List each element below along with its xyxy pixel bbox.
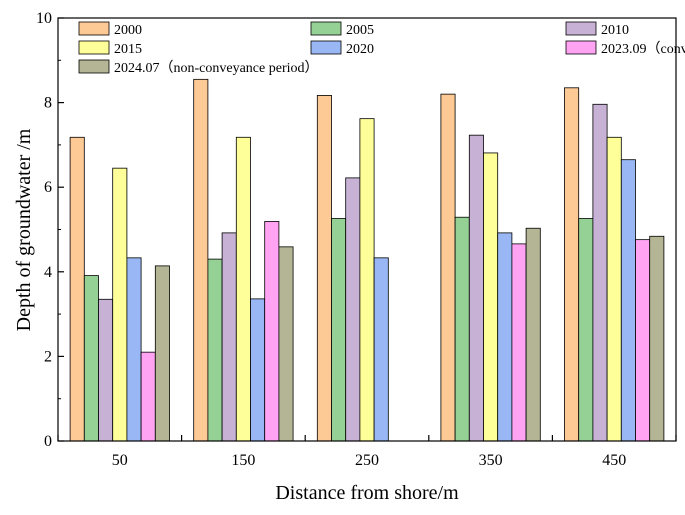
legend-swatch-2010 [565,21,597,36]
bar-2010-450 [592,103,608,442]
y-tick-label-6: 6 [44,179,52,196]
bar-2000-350 [440,93,456,442]
y-tick-label-0: 0 [44,433,52,450]
bar-2010-250 [345,177,361,442]
legend-swatch-2000 [78,21,110,36]
legend-label-2000: 2000 [114,23,142,38]
bar-2010-150 [221,232,237,442]
legend-label-2020: 2020 [346,42,374,57]
y-tick-label-4: 4 [44,264,52,281]
bar-2015-150 [235,136,251,442]
bar-2024-07-non-conveyance-period-150 [278,246,294,442]
legend-label-2015: 2015 [114,42,142,57]
x-tick-label-150: 150 [231,452,255,469]
bar-2005-350 [454,216,470,442]
bar-2015-250 [359,118,375,442]
bar-2020-150 [250,298,266,442]
bar-2023-09-conveyance-period-350 [511,243,527,442]
bar-2024-07-non-conveyance-period-50 [154,265,170,442]
y-tick-label-10: 10 [36,10,52,27]
bar-2000-50 [69,136,85,442]
bar-2023-09-conveyance-period-50 [140,351,156,442]
x-tick-label-450: 450 [602,452,626,469]
y-tick-label-8: 8 [44,95,52,112]
axes-layer: 0 2 4 6 8 10 50 150 250 350 450 [36,10,677,469]
bar-2000-250 [316,95,332,442]
bar-2023-09-conveyance-period-450 [635,239,651,442]
bar-2005-450 [578,218,594,442]
legend-swatch-2005 [310,21,342,36]
bar-2000-450 [564,87,580,442]
x-tick-label-50: 50 [112,452,128,469]
bar-2020-250 [373,257,389,442]
bar-2005-150 [207,258,223,442]
bar-2023-09-conveyance-period-150 [264,221,280,442]
legend-label-2023-09-conveyance-period: 2023.09（conveyance period） [601,41,685,57]
legend-swatch-2020 [310,40,342,55]
bar-2020-50 [126,257,142,442]
legend-label-2010: 2010 [601,23,629,38]
y-axis-title: Depth of groundwater /m [13,128,35,331]
legend-swatch-2024-07-non-conveyance-period [78,59,110,74]
bars-layer [69,78,665,442]
y-tick-label-2: 2 [44,348,52,365]
legend-swatch-2015 [78,40,110,55]
bar-2015-450 [606,136,622,442]
bar-2024-07-non-conveyance-period-450 [649,235,665,442]
bar-2015-50 [112,167,128,442]
bar-2000-150 [193,78,209,442]
bar-2024-07-non-conveyance-period-350 [525,227,541,442]
bar-2020-350 [497,232,513,442]
legend: 2000 2005 2010 2015 2020 2023.09（conveyance p… [78,21,685,76]
x-tick-label-250: 250 [355,452,379,469]
bar-2005-50 [83,275,99,442]
legend-label-2024-07-non-conveyance-period: 2024.07（non-conveyance period） [114,60,319,76]
x-axis-title: Distance from shore/m [275,482,459,504]
bar-2015-350 [483,152,499,442]
bar-2010-350 [468,134,484,442]
x-tick-label-350: 350 [479,452,503,469]
bar-2020-450 [620,159,636,442]
legend-swatch-2023-09-conveyance-period [565,40,597,55]
legend-label-2005: 2005 [346,23,374,38]
bar-2010-50 [98,298,114,442]
bar-2005-250 [331,218,347,442]
